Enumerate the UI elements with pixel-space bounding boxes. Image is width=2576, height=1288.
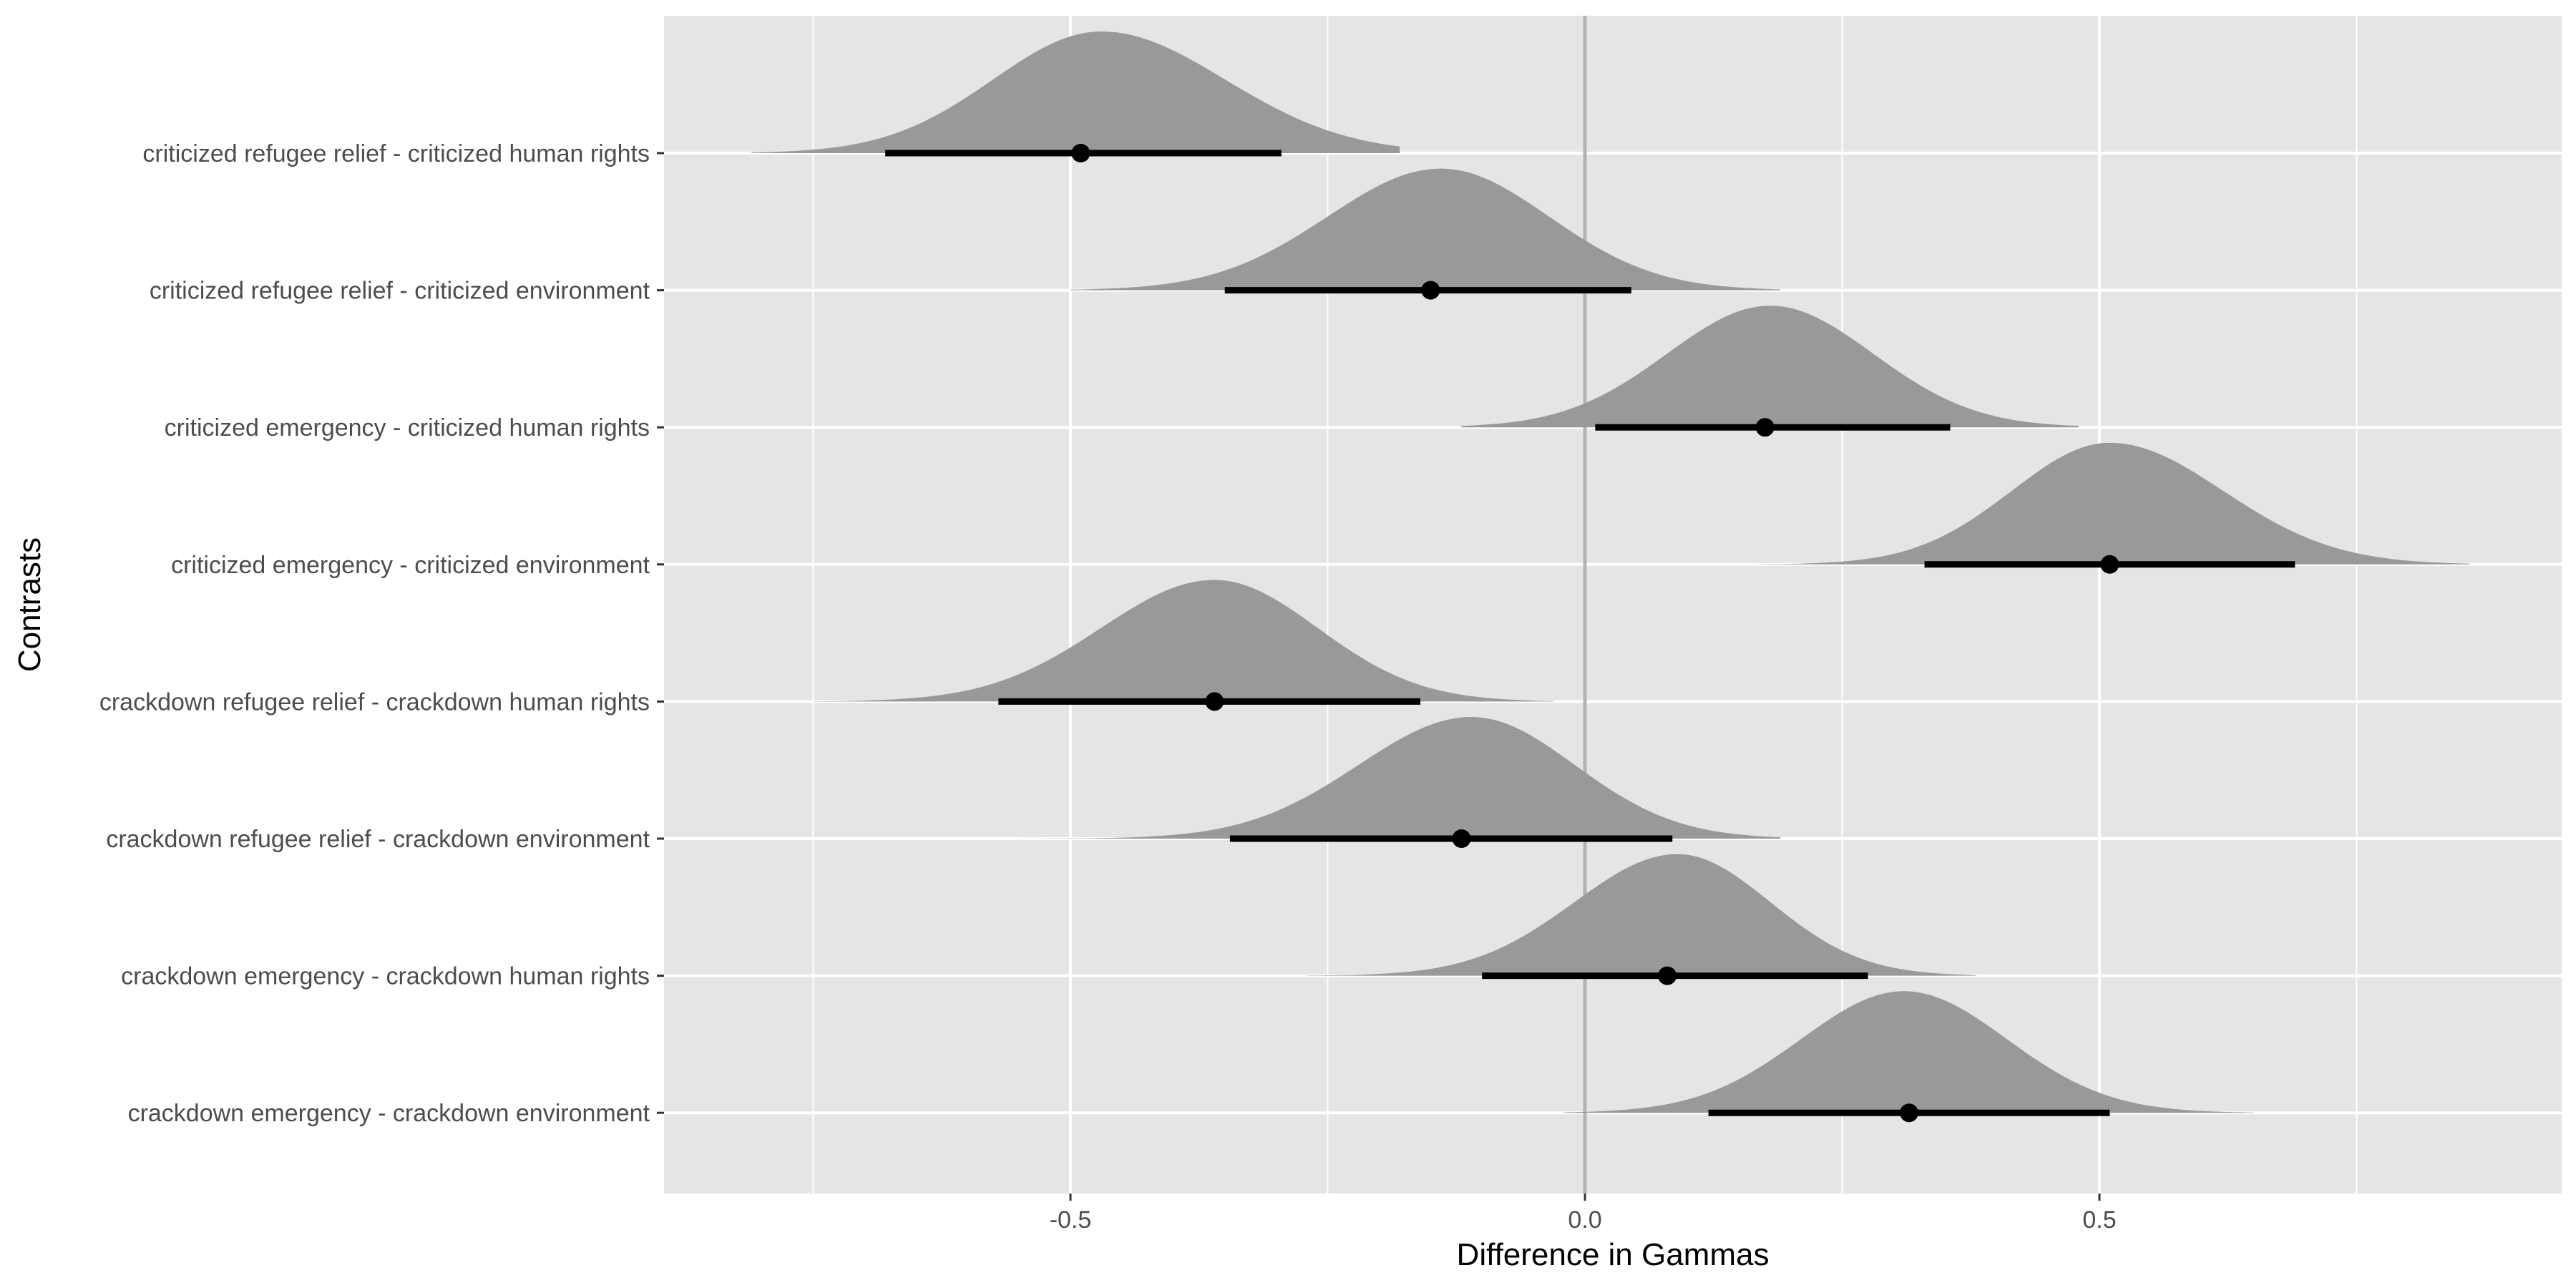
plot-panel [664,16,2562,1194]
x-axis: -0.5 0.0 0.5 [1050,1194,2117,1234]
point-estimate-2 [1755,418,1775,437]
density-0 [751,31,1400,153]
density-6 [1307,854,1976,976]
point-estimate-4 [1205,692,1224,711]
y-tick-label-0: criticized refugee relief - criticized h… [142,140,650,167]
point-estimate-6 [1658,966,1677,985]
density-7 [1564,991,2254,1113]
y-axis-title: Contrasts [12,537,47,672]
point-estimate-5 [1452,829,1471,848]
density-4 [813,580,1554,702]
intervals [885,144,2296,1123]
y-tick-label-4: crackdown refugee relief - crackdown hum… [99,688,650,716]
point-estimate-3 [2100,555,2119,574]
y-tick-label-1: criticized refugee relief - criticized e… [150,278,650,305]
minor-gridlines [812,16,2358,1194]
x-tick-label-0: -0.5 [1050,1206,1092,1234]
x-tick-label-1: 0.0 [1568,1206,1601,1234]
density-5 [987,717,1781,839]
x-axis-title: Difference in Gammas [1457,1237,1770,1272]
y-tick-label-6: crackdown emergency - crackdown human ri… [121,963,650,990]
y-axis: criticized refugee relief - criticized h… [99,140,664,1127]
y-tick-label-5: crackdown refugee relief - crackdown env… [106,826,650,853]
point-estimate-0 [1071,144,1091,162]
point-estimate-1 [1421,280,1440,300]
y-tick-label-3: criticized emergency - criticized enviro… [171,552,650,579]
densities [751,31,2470,1113]
density-3 [1718,442,2470,565]
density-1 [1070,168,1781,291]
density-2 [1461,306,2079,428]
x-tick-label-2: 0.5 [2082,1206,2116,1234]
y-tick-label-2: criticized emergency - criticized human … [165,414,650,441]
y-tick-label-7: crackdown emergency - crackdown environm… [128,1100,650,1127]
point-estimate-7 [1899,1103,1918,1123]
